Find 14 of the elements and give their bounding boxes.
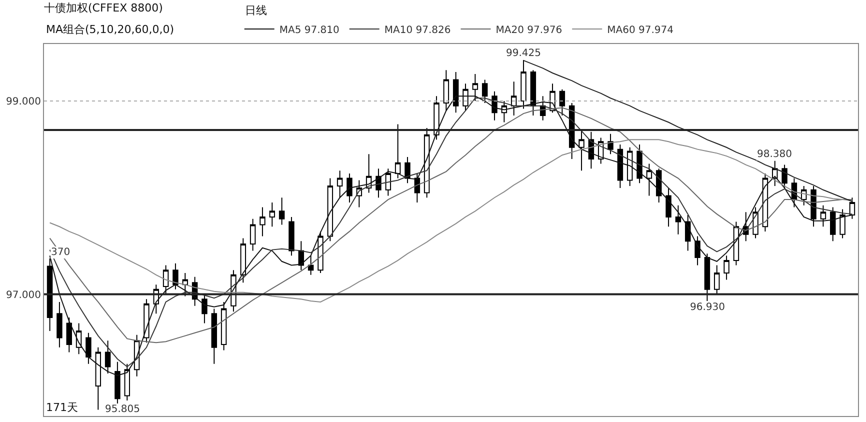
y-tick-label: 99.000 — [6, 96, 41, 108]
legend-label: MA5 97.810 — [279, 24, 340, 36]
chart-title: 十债加权(CFFEX 8800) — [44, 2, 163, 15]
annotation: 95.805 — [105, 404, 140, 415]
legend-label: MA10 97.826 — [384, 24, 451, 36]
legend-label: MA20 97.976 — [496, 24, 562, 36]
annotation: 98.380 — [757, 149, 792, 160]
legend-label: MA60 97.974 — [607, 24, 674, 36]
text: 日线 — [245, 4, 267, 17]
y-tick-label: 97.000 — [6, 290, 41, 301]
text: MA组合(5,10,20,60,0,0) — [46, 23, 174, 36]
annotation: 96.930 — [690, 302, 725, 313]
annotation: 99.425 — [506, 48, 541, 59]
annotation: 171天 — [46, 401, 78, 414]
